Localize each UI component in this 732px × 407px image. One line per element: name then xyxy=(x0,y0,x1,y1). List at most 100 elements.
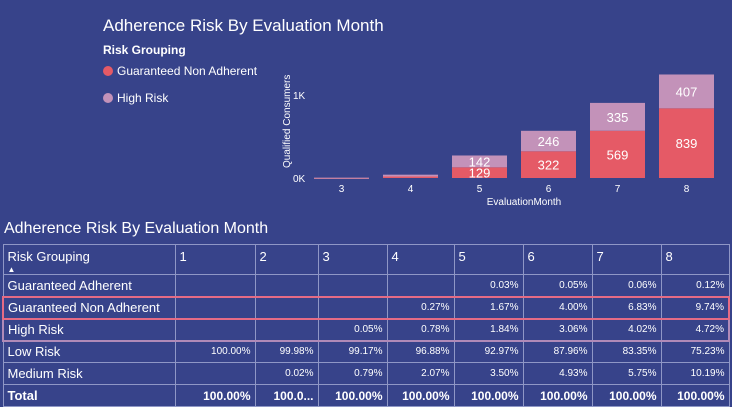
table-cell xyxy=(254,317,319,342)
y-tick-label: 0K xyxy=(293,174,306,185)
table-cell: 4.00% xyxy=(522,295,593,320)
x-tick-label: 7 xyxy=(615,184,621,195)
legend-item-high-risk[interactable]: High Risk xyxy=(103,91,168,105)
table-cell xyxy=(317,274,388,297)
bar-high-risk xyxy=(314,177,369,179)
table-cell: 4.72% xyxy=(660,317,730,342)
table-cell: 5.75% xyxy=(591,362,662,385)
bar-guaranteed-non-adherent xyxy=(659,108,714,178)
table-cell: 96.88% xyxy=(386,340,455,363)
chart-title: Adherence Risk By Evaluation Month xyxy=(103,16,384,35)
bar-high-risk xyxy=(521,130,576,152)
table-cell: 75.23% xyxy=(660,340,730,363)
x-tick-label: 5 xyxy=(477,184,483,195)
column-header[interactable]: 6 xyxy=(522,244,593,275)
table-row[interactable]: Guaranteed Non Adherent 0.27% 1.67% 4.00% 6.… xyxy=(2,295,730,320)
table-cell: 99.98% xyxy=(254,340,319,363)
total-cell: 100.00% xyxy=(174,384,256,407)
table-row[interactable]: Guaranteed Adherent 0.03% 0.05% 0.06% 0.12% xyxy=(2,274,730,297)
bar-guaranteed-non-adherent xyxy=(590,130,645,178)
column-header[interactable]: 3 xyxy=(317,244,388,275)
column-header[interactable]: 4 xyxy=(386,244,455,275)
data-label: 407 xyxy=(676,84,698,99)
table-cell: 100.00% xyxy=(174,340,256,363)
column-header[interactable]: 7 xyxy=(591,244,662,275)
table-cell: 6.83% xyxy=(591,295,662,320)
table-cell: 0.79% xyxy=(317,362,388,385)
table-cell xyxy=(254,274,319,297)
table-cell: 0.05% xyxy=(317,317,388,342)
total-cell: 100.00% xyxy=(317,384,388,407)
column-header[interactable]: 2 xyxy=(254,244,319,275)
x-tick-label: 8 xyxy=(684,184,690,195)
data-label: 839 xyxy=(676,136,698,151)
table-cell: 92.97% xyxy=(453,340,524,363)
column-header[interactable]: 1 xyxy=(174,244,256,275)
table-row[interactable]: High Risk 0.05% 0.78% 1.84% 3.06% 4.02% 4.72% xyxy=(2,317,730,342)
bar-high-risk xyxy=(659,74,714,109)
legend-label: High Risk xyxy=(117,91,169,105)
row-label: High Risk xyxy=(2,317,176,342)
legend-item-guaranteed-non-adherent[interactable]: Guaranteed Non Adherent xyxy=(103,64,257,78)
table-cell: 3.50% xyxy=(453,362,524,385)
table-cell xyxy=(254,295,319,320)
row-label: Guaranteed Adherent xyxy=(2,274,176,297)
legend-title: Risk Grouping xyxy=(103,43,186,57)
total-cell: 100.00% xyxy=(453,384,524,407)
data-label: 569 xyxy=(607,147,629,162)
table-cell: 1.84% xyxy=(453,317,524,342)
column-header[interactable]: 8 xyxy=(660,244,730,275)
table-cell: 9.74% xyxy=(660,295,730,320)
matrix-table: Risk Grouping ▲ 1 2 3 4 5 6 7 8 Guarante… xyxy=(2,244,730,407)
table-cell: 0.78% xyxy=(386,317,455,342)
bar-guaranteed-non-adherent xyxy=(521,151,576,178)
x-axis-label: EvaluationMonth xyxy=(487,197,562,208)
table-cell: 4.93% xyxy=(522,362,593,385)
table-row[interactable]: Low Risk 100.00% 99.98% 99.17% 96.88% 92.97% 8… xyxy=(2,340,730,363)
column-header-risk-grouping[interactable]: Risk Grouping ▲ xyxy=(2,244,176,275)
table-cell xyxy=(174,317,256,342)
table-cell xyxy=(317,295,388,320)
table-row[interactable]: Medium Risk 0.02% 0.79% 2.07% 3.50% 4.93% 5.75… xyxy=(2,362,730,385)
bar-high-risk xyxy=(590,102,645,131)
table-header-row: Risk Grouping ▲ 1 2 3 4 5 6 7 8 xyxy=(2,244,730,275)
table-cell: 83.35% xyxy=(591,340,662,363)
data-label: 142 xyxy=(469,154,491,169)
x-tick-label: 4 xyxy=(408,184,414,195)
data-label: 246 xyxy=(538,134,560,149)
table-cell: 3.06% xyxy=(522,317,593,342)
total-cell: 100.0... xyxy=(254,384,319,407)
table-title: Adherence Risk By Evaluation Month xyxy=(4,220,269,237)
table-cell: 0.05% xyxy=(522,274,593,297)
legend-dot-icon xyxy=(103,66,113,76)
data-label: 335 xyxy=(607,110,629,125)
column-header[interactable]: 5 xyxy=(453,244,524,275)
table-cell: 87.96% xyxy=(522,340,593,363)
total-cell: 100.00% xyxy=(386,384,455,407)
table-cell: 99.17% xyxy=(317,340,388,363)
data-label: 322 xyxy=(538,158,560,173)
total-cell: 100.00% xyxy=(522,384,593,407)
table-cell: 4.02% xyxy=(591,317,662,342)
bar-guaranteed-non-adherent xyxy=(452,167,507,178)
table-cell: 10.19% xyxy=(660,362,730,385)
sort-up-icon[interactable]: ▲ xyxy=(7,265,16,274)
legend-dot-icon xyxy=(103,93,113,103)
data-label: 129 xyxy=(469,166,491,181)
table-cell: 0.06% xyxy=(591,274,662,297)
table-cell: 0.02% xyxy=(254,362,319,385)
table-cell: 2.07% xyxy=(386,362,455,385)
table-cell xyxy=(174,362,256,385)
bar-high-risk xyxy=(452,155,507,168)
x-tick-label: 3 xyxy=(339,184,345,195)
table-cell: 1.67% xyxy=(453,295,524,320)
total-label: Total xyxy=(2,384,176,407)
bar-high-risk xyxy=(383,174,438,177)
table-cell: 0.27% xyxy=(386,295,455,320)
row-label: Medium Risk xyxy=(2,362,176,385)
row-label: Guaranteed Non Adherent xyxy=(2,295,176,320)
row-label: Low Risk xyxy=(2,340,176,363)
table-cell: 0.03% xyxy=(453,274,524,297)
table-cell xyxy=(386,274,455,297)
